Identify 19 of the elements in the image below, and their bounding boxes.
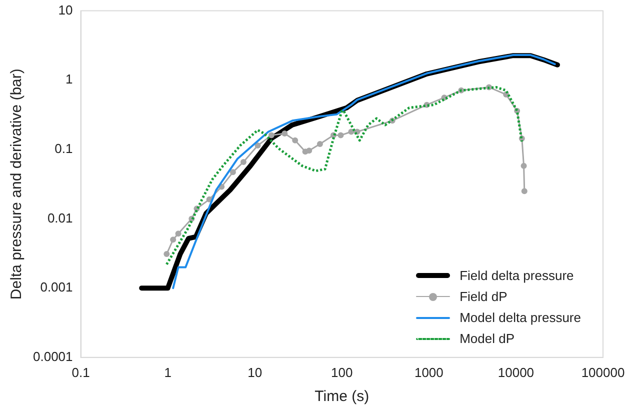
x-tick-label: 10000: [498, 364, 534, 380]
y-axis-title: Delta pressure and derivative (bar): [8, 68, 26, 300]
x-axis-title: Time (s): [314, 388, 370, 406]
y-tick-label: 1: [66, 72, 73, 87]
x-tick-label: 10: [248, 364, 262, 380]
x-tick-label: 100000: [581, 364, 625, 380]
legend-label: Model delta pressure: [460, 310, 581, 326]
y-tick-label: 0.0001: [32, 348, 73, 364]
y-tick-label: 0.001: [40, 280, 73, 295]
legend-label: Field dP: [460, 289, 508, 304]
legend-label: Model dP: [460, 331, 515, 346]
x-tick-label: 1000: [414, 364, 444, 380]
y-tick-label: 10: [58, 2, 73, 18]
x-tick-label: 1: [164, 364, 172, 380]
y-tick-label: 0.01: [47, 210, 73, 226]
x-tick-label: 0.1: [72, 364, 90, 380]
legend-label: Field delta pressure: [460, 268, 574, 284]
y-tick-label: 0.1: [54, 141, 73, 156]
x-tick-label: 100: [331, 364, 353, 380]
